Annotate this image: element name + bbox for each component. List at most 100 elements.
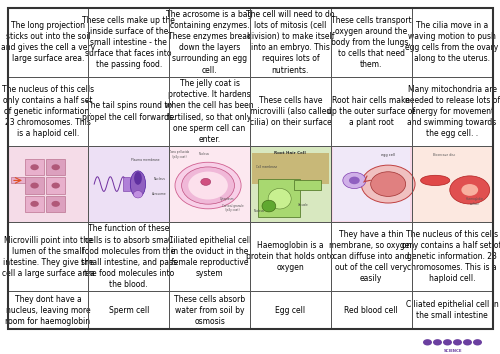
Bar xyxy=(250,291,331,329)
Bar xyxy=(90,148,167,221)
Bar xyxy=(412,146,492,222)
Circle shape xyxy=(463,339,472,346)
Bar xyxy=(412,77,492,146)
Text: The cilia move in a
waving motion to push
egg cells from the ovary
along to the : The cilia move in a waving motion to pus… xyxy=(406,21,498,63)
Bar xyxy=(8,146,88,222)
Circle shape xyxy=(370,172,406,196)
Text: Nucleus: Nucleus xyxy=(199,152,209,156)
Bar xyxy=(250,8,331,77)
Bar xyxy=(331,222,411,291)
Bar xyxy=(8,8,88,77)
Bar xyxy=(169,222,250,291)
Bar xyxy=(8,77,88,146)
Text: Sperm cell: Sperm cell xyxy=(108,306,149,315)
Bar xyxy=(8,8,88,77)
Text: They have a thin
membrane, so oxygen
can diffuse into and
out of the cell very
e: They have a thin membrane, so oxygen can… xyxy=(328,230,414,284)
Text: Plasma membrane: Plasma membrane xyxy=(132,158,160,162)
Bar xyxy=(8,146,88,222)
Bar xyxy=(8,222,88,291)
Text: Microvilli point into the
lumen of the small
intestine. They give the
cell a lar: Microvilli point into the lumen of the s… xyxy=(2,235,94,278)
Bar xyxy=(331,77,411,146)
Bar xyxy=(169,291,250,329)
Bar xyxy=(8,291,88,329)
Bar xyxy=(88,222,169,291)
Bar xyxy=(333,148,409,221)
Text: These cells transport
oxygen around the
body from the lungs,
to cells that need
: These cells transport oxygen around the … xyxy=(331,16,411,69)
Text: Acrosome: Acrosome xyxy=(152,192,167,196)
Bar xyxy=(331,146,411,222)
Circle shape xyxy=(30,201,39,207)
Text: The function of these
cells is to absorb small
food molecules from the
small int: The function of these cells is to absorb… xyxy=(80,224,176,289)
Text: The acrosome is a bag
containing enzymes.
These enzymes break
down the layers
su: The acrosome is a bag containing enzymes… xyxy=(166,10,253,75)
Bar xyxy=(252,153,329,184)
Ellipse shape xyxy=(420,175,450,185)
Bar xyxy=(169,77,250,146)
Bar xyxy=(250,77,331,146)
Bar xyxy=(294,181,321,190)
Bar xyxy=(412,222,492,291)
Ellipse shape xyxy=(134,191,142,198)
Circle shape xyxy=(52,164,60,170)
Bar xyxy=(169,8,250,77)
Bar xyxy=(412,8,492,77)
Circle shape xyxy=(52,201,60,207)
Bar xyxy=(11,177,25,183)
Bar xyxy=(88,8,169,77)
Bar xyxy=(10,148,86,221)
Bar xyxy=(88,291,169,329)
Circle shape xyxy=(443,339,452,346)
Bar xyxy=(412,291,492,329)
Ellipse shape xyxy=(268,188,291,209)
Text: Root Hair Cell: Root Hair Cell xyxy=(274,150,306,155)
Circle shape xyxy=(349,177,360,184)
Bar xyxy=(414,148,490,221)
Circle shape xyxy=(201,178,210,185)
Bar xyxy=(250,222,331,291)
Text: SCIENCE: SCIENCE xyxy=(444,349,462,353)
Text: Zona pellucida
(jelly coat): Zona pellucida (jelly coat) xyxy=(169,150,189,159)
Bar xyxy=(331,222,411,291)
Bar xyxy=(412,222,492,291)
Text: Ciliated epithelial cell in
the small intestine: Ciliated epithelial cell in the small in… xyxy=(406,300,498,320)
Bar xyxy=(331,8,411,77)
Bar xyxy=(8,146,88,222)
Bar xyxy=(88,291,169,329)
Bar xyxy=(169,146,250,222)
Bar xyxy=(25,159,44,175)
Bar xyxy=(88,146,169,222)
Bar xyxy=(252,148,329,221)
Bar xyxy=(412,146,492,222)
Circle shape xyxy=(52,183,60,189)
Text: The cell will need to do
lots of mitosis (cell
division) to make itself
into an : The cell will need to do lots of mitosis… xyxy=(246,10,334,75)
Circle shape xyxy=(473,339,482,346)
Bar xyxy=(250,146,331,222)
Bar xyxy=(169,8,250,77)
Circle shape xyxy=(450,176,490,204)
Circle shape xyxy=(343,172,366,189)
Circle shape xyxy=(423,339,432,346)
Bar xyxy=(8,146,88,222)
Text: The jelly coat is
protective. It hardens
when the cell has been
fertilised, so t: The jelly coat is protective. It hardens… xyxy=(166,79,254,144)
Bar xyxy=(8,222,88,291)
Text: Egg cell: Egg cell xyxy=(276,306,306,315)
Bar xyxy=(331,77,411,146)
Bar xyxy=(412,146,492,222)
Text: Biconcave disc: Biconcave disc xyxy=(434,153,456,157)
Bar xyxy=(88,222,169,291)
Text: These cells make up the
inside surface of the
small intestine - the
surface that: These cells make up the inside surface o… xyxy=(82,16,175,69)
Ellipse shape xyxy=(134,172,142,185)
Bar xyxy=(331,8,411,77)
Bar xyxy=(169,146,250,222)
Bar xyxy=(88,77,169,146)
Bar xyxy=(331,146,411,222)
Bar xyxy=(331,146,411,222)
Bar xyxy=(88,146,169,222)
Text: They dont have a
nucleus, leaving more
room for haemoglobin: They dont have a nucleus, leaving more r… xyxy=(6,295,90,326)
Bar xyxy=(8,291,88,329)
Bar xyxy=(250,146,331,222)
Bar xyxy=(258,179,300,217)
Bar xyxy=(250,8,331,77)
Circle shape xyxy=(182,167,234,204)
Circle shape xyxy=(30,183,39,189)
Bar xyxy=(412,77,492,146)
